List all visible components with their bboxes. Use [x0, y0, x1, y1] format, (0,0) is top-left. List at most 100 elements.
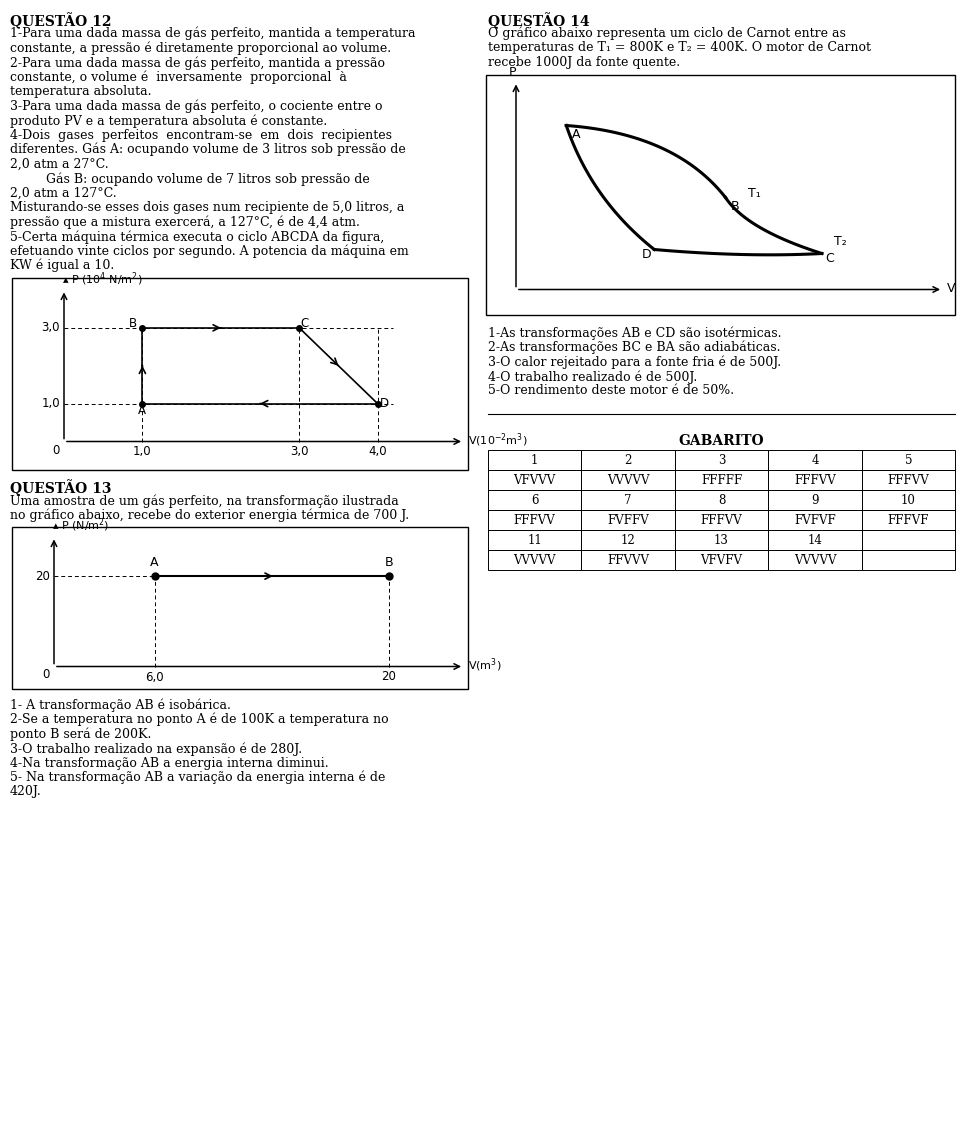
Bar — [12, 527, 468, 689]
Text: efetuando vinte ciclos por segundo. A potencia da máquina em: efetuando vinte ciclos por segundo. A po… — [10, 244, 409, 258]
Text: 1,0: 1,0 — [41, 397, 60, 410]
Text: 7: 7 — [624, 494, 632, 506]
Bar — [488, 530, 582, 549]
Bar — [488, 510, 582, 530]
Text: 1-As transformações AB e CD são isotérmicas.: 1-As transformações AB e CD são isotérmi… — [488, 326, 781, 340]
Text: constante, o volume é  inversamente  proporcional  à: constante, o volume é inversamente propo… — [10, 71, 347, 84]
Text: 2,0 atm a 27°C.: 2,0 atm a 27°C. — [10, 157, 108, 171]
Text: 9: 9 — [811, 494, 819, 506]
Text: FFFVV: FFFVV — [701, 513, 742, 527]
Text: FFVVV: FFVVV — [607, 554, 649, 567]
Text: 6: 6 — [531, 494, 539, 506]
Text: V(10$^{-2}$m$^3$): V(10$^{-2}$m$^3$) — [468, 432, 528, 449]
Text: 2-Para uma dada massa de gás perfeito, mantida a pressão: 2-Para uma dada massa de gás perfeito, m… — [10, 56, 385, 70]
Text: 5-Certa máquina térmica executa o ciclo ABCDA da figura,: 5-Certa máquina térmica executa o ciclo … — [10, 230, 384, 244]
Text: FFFVV: FFFVV — [887, 473, 929, 487]
Text: FVFFV: FVFFV — [608, 513, 649, 527]
Text: 11: 11 — [527, 534, 542, 546]
Text: T₁: T₁ — [748, 187, 760, 200]
Text: 14: 14 — [807, 534, 823, 546]
Text: 1-Para uma dada massa de gás perfeito, mantida a temperatura: 1-Para uma dada massa de gás perfeito, m… — [10, 27, 416, 41]
Bar — [486, 74, 955, 315]
Text: VVVVV: VVVVV — [607, 473, 649, 487]
Text: C: C — [825, 252, 833, 264]
Text: 8: 8 — [718, 494, 725, 506]
Text: 12: 12 — [621, 534, 636, 546]
Text: 5-O rendimento deste motor é de 50%.: 5-O rendimento deste motor é de 50%. — [488, 384, 734, 398]
Text: FFFFF: FFFFF — [701, 473, 742, 487]
Text: 20: 20 — [381, 670, 396, 684]
Text: QUESTÃO 14: QUESTÃO 14 — [488, 13, 589, 28]
Text: Uma amostra de um gás perfeito, na transformação ilustrada: Uma amostra de um gás perfeito, na trans… — [10, 495, 398, 508]
Text: recebe 1000J da fonte quente.: recebe 1000J da fonte quente. — [488, 56, 680, 70]
Text: D: D — [641, 247, 651, 261]
Text: 4-Dois  gases  perfeitos  encontram-se  em  dois  recipientes: 4-Dois gases perfeitos encontram-se em d… — [10, 129, 392, 141]
Text: A: A — [138, 404, 146, 417]
Text: 2,0 atm a 127°C.: 2,0 atm a 127°C. — [10, 187, 116, 200]
Text: 10: 10 — [900, 494, 916, 506]
Text: 3: 3 — [718, 454, 725, 466]
Text: C: C — [300, 317, 308, 331]
Text: $\blacktriangle$ P (10$^4$ N/m$^2$): $\blacktriangle$ P (10$^4$ N/m$^2$) — [62, 270, 142, 287]
Bar — [582, 490, 675, 510]
Text: B: B — [385, 556, 394, 569]
Text: VFVFV: VFVFV — [701, 554, 742, 567]
Text: 4,0: 4,0 — [369, 446, 387, 458]
Text: VFVVV: VFVVV — [514, 473, 556, 487]
Bar — [488, 450, 582, 470]
Text: QUESTÃO 12: QUESTÃO 12 — [10, 13, 111, 28]
Bar — [675, 450, 768, 470]
Text: T₂: T₂ — [834, 235, 847, 249]
Text: A: A — [572, 128, 581, 140]
Text: 0: 0 — [53, 443, 60, 456]
Text: Gás B: ocupando volume de 7 litros sob pressão de: Gás B: ocupando volume de 7 litros sob p… — [10, 172, 370, 186]
Text: 0: 0 — [42, 668, 50, 682]
Bar — [582, 510, 675, 530]
Bar — [675, 490, 768, 510]
Text: 3-O calor rejeitado para a fonte fria é de 500J.: 3-O calor rejeitado para a fonte fria é … — [488, 356, 781, 369]
Text: P: P — [509, 66, 516, 80]
Text: FFFVV: FFFVV — [514, 513, 556, 527]
Text: 3-Para uma dada massa de gás perfeito, o cociente entre o: 3-Para uma dada massa de gás perfeito, o… — [10, 99, 382, 113]
Text: produto PV e a temperatura absoluta é constante.: produto PV e a temperatura absoluta é co… — [10, 114, 327, 128]
Bar — [862, 530, 955, 549]
Text: constante, a pressão é diretamente proporcional ao volume.: constante, a pressão é diretamente propo… — [10, 41, 391, 55]
Text: 1: 1 — [531, 454, 539, 466]
Text: FVFVF: FVFVF — [794, 513, 836, 527]
Bar — [862, 470, 955, 490]
Text: 5: 5 — [904, 454, 912, 466]
Text: B: B — [130, 317, 137, 331]
Bar — [768, 530, 862, 549]
Bar — [675, 549, 768, 570]
Bar — [768, 510, 862, 530]
Text: A: A — [151, 556, 158, 569]
Text: temperaturas de T₁ = 800K e T₂ = 400K. O motor de Carnot: temperaturas de T₁ = 800K e T₂ = 400K. O… — [488, 41, 871, 55]
Bar — [582, 450, 675, 470]
Text: 4-Na transformação AB a energia interna diminui.: 4-Na transformação AB a energia interna … — [10, 757, 328, 770]
Text: D: D — [380, 397, 389, 410]
Bar — [768, 470, 862, 490]
Text: 2: 2 — [624, 454, 632, 466]
Bar — [768, 490, 862, 510]
Text: 3-O trabalho realizado na expansão é de 280J.: 3-O trabalho realizado na expansão é de … — [10, 742, 302, 756]
Text: 420J.: 420J. — [10, 785, 41, 798]
Bar — [675, 530, 768, 549]
Text: 3,0: 3,0 — [41, 321, 60, 334]
Text: Misturando-se esses dois gases num recipiente de 5,0 litros, a: Misturando-se esses dois gases num recip… — [10, 201, 404, 214]
Text: ponto B será de 200K.: ponto B será de 200K. — [10, 727, 152, 741]
Bar — [12, 277, 468, 470]
Bar — [862, 490, 955, 510]
Text: 3,0: 3,0 — [290, 446, 308, 458]
Text: no gráfico abaixo, recebe do exterior energia térmica de 700 J.: no gráfico abaixo, recebe do exterior en… — [10, 508, 409, 522]
Text: 2-Se a temperatura no ponto A é de 100K a temperatura no: 2-Se a temperatura no ponto A é de 100K … — [10, 712, 389, 726]
Text: VVVVV: VVVVV — [794, 554, 836, 567]
Bar — [675, 470, 768, 490]
Text: V(m$^3$): V(m$^3$) — [468, 657, 501, 674]
Text: FFFVF: FFFVF — [888, 513, 929, 527]
Bar — [488, 549, 582, 570]
Text: B: B — [731, 200, 739, 212]
Bar — [488, 470, 582, 490]
Text: VVVVV: VVVVV — [514, 554, 556, 567]
Text: 4: 4 — [811, 454, 819, 466]
Text: 4-O trabalho realizado é de 500J.: 4-O trabalho realizado é de 500J. — [488, 370, 697, 383]
